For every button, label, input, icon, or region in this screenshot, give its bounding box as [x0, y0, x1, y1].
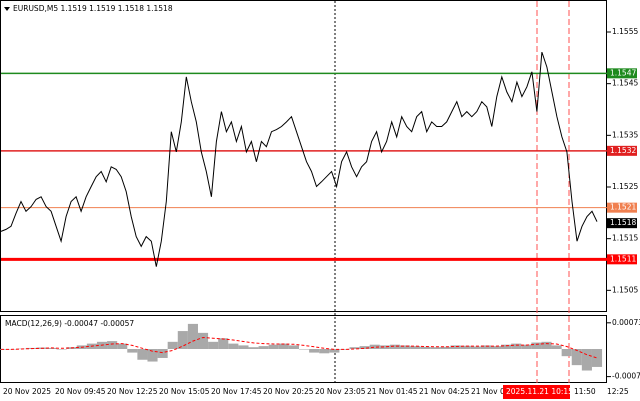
- macd-bar: [480, 345, 491, 349]
- macd-bar: [591, 349, 603, 367]
- macd-bar: [299, 349, 310, 350]
- level-label-box: [607, 254, 637, 265]
- macd-bar: [238, 345, 249, 349]
- macd-bar: [137, 349, 148, 360]
- macd-bar: [56, 349, 67, 350]
- macd-bar: [430, 347, 441, 349]
- macd-bar: [400, 345, 411, 349]
- macd-bar: [581, 349, 592, 371]
- y-tick-label: 1.1525: [612, 182, 638, 191]
- macd-bar: [359, 346, 370, 349]
- level-label-box: [607, 145, 637, 156]
- macd-bar: [248, 347, 259, 349]
- cursor-time-box: [503, 385, 570, 399]
- y-tick-label: 1.1545: [612, 79, 638, 88]
- macd-bar: [470, 346, 481, 349]
- macd-bar: [187, 323, 198, 349]
- y-tick-label: 0.00073: [612, 318, 640, 327]
- macd-bar: [319, 349, 330, 354]
- level-label: 1.1547: [610, 68, 636, 77]
- macd-bar: [511, 343, 522, 349]
- macd-bar: [329, 349, 340, 353]
- x-tick-label: 20 Nov 09:45: [55, 387, 106, 396]
- macd-bar: [167, 341, 178, 349]
- macd-bar: [288, 345, 299, 349]
- price-line: [0, 51, 598, 267]
- current-price-box: [607, 218, 637, 229]
- x-tick-label: 20 Nov 2025: [3, 387, 51, 396]
- macd-bar: [197, 332, 209, 349]
- x-tick-label: 12:25: [607, 387, 629, 396]
- macd-bar: [228, 343, 239, 349]
- macd-bar: [551, 345, 562, 349]
- macd-bar: [268, 344, 279, 349]
- macd-bar: [107, 341, 118, 349]
- macd-bar: [339, 349, 350, 350]
- y-tick-label: -0.00077: [612, 372, 640, 381]
- x-tick-label: 21 Nov 07:05: [471, 387, 522, 396]
- macd-title: MACD(12,26,9) -0.00047 -0.00057: [5, 319, 134, 328]
- macd-bar: [501, 344, 512, 349]
- macd-bar: [127, 349, 138, 353]
- macd-bar: [521, 344, 532, 349]
- signal-line: [1, 336, 598, 359]
- macd-bar: [460, 345, 471, 349]
- y-tick-label: 1.1535: [612, 130, 638, 139]
- macd-bar: [369, 344, 380, 349]
- macd-bar: [379, 345, 390, 349]
- x-tick-label: 20 Nov 15:05: [159, 387, 210, 396]
- x-tick-label: 21 Nov 01:45: [367, 387, 418, 396]
- y-tick-label: 1.1515: [612, 234, 638, 243]
- x-tick-label: 2025.11.21 10:15: [506, 387, 573, 396]
- macd-bar: [218, 338, 229, 349]
- macd-bar: [450, 345, 461, 349]
- macd-bar: [420, 346, 431, 349]
- menu-arrow[interactable]: [4, 7, 10, 11]
- macd-bar: [177, 331, 188, 349]
- macd-bar: [571, 349, 582, 366]
- macd-bar: [309, 349, 320, 353]
- level-label: 1.1532: [610, 146, 636, 155]
- macd-bar: [157, 349, 168, 358]
- level-label: 1.1521: [610, 203, 636, 212]
- level-label-box: [607, 68, 637, 79]
- macd-bar: [258, 346, 269, 349]
- y-tick-label: 1.1505: [612, 285, 638, 294]
- macd-bar: [440, 346, 451, 349]
- macd-bar: [389, 344, 401, 349]
- current-price-label: 1.1518: [610, 218, 636, 227]
- macd-bar: [117, 343, 128, 349]
- level-label: 1.1511: [610, 254, 636, 263]
- macd-bar: [490, 346, 502, 349]
- x-tick-label: 20 Nov 23:05: [315, 387, 366, 396]
- macd-bar: [147, 349, 158, 362]
- macd-bar: [278, 343, 289, 349]
- macd-bar: [46, 347, 57, 349]
- macd-bar: [410, 346, 421, 349]
- chart-title: EURUSD,M5 1.1519 1.1519 1.1518 1.1518: [13, 4, 173, 13]
- macd-bar: [541, 341, 552, 349]
- macd-bar: [561, 349, 572, 357]
- macd-bar: [349, 347, 360, 349]
- macd-bar: [208, 341, 219, 349]
- x-tick-label: 11:50: [574, 387, 596, 396]
- price-panel-frame: [0, 0, 607, 312]
- x-tick-label: 21 Nov 04:25: [419, 387, 470, 396]
- x-tick-label: 20 Nov 12:25: [107, 387, 158, 396]
- macd-bar: [531, 342, 542, 349]
- level-label-box: [607, 202, 637, 213]
- y-tick-label: 1.1555: [612, 27, 638, 36]
- x-tick-label: 20 Nov 17:45: [211, 387, 262, 396]
- x-tick-label: 20 Nov 20:25: [263, 387, 314, 396]
